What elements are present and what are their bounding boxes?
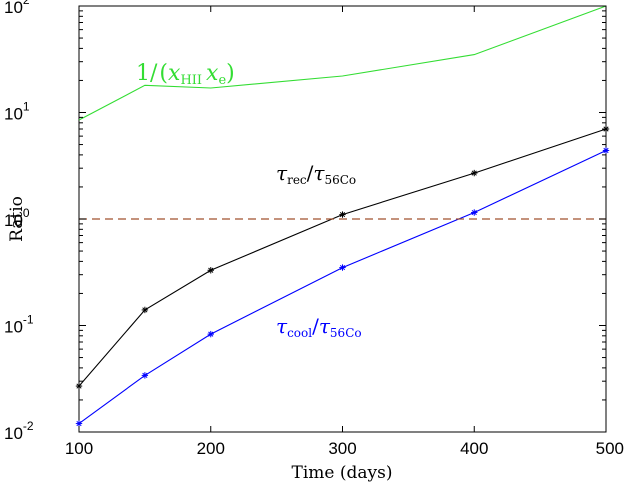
series-1-point xyxy=(339,211,346,218)
annotation-green: 1/(xHII xe) xyxy=(136,61,235,88)
series-1-point xyxy=(471,169,478,177)
ticks-layer: 100 200 300 400 500 10-2 10-1 100 101 102 xyxy=(4,0,624,458)
series-2-point xyxy=(471,209,478,216)
y-tick-label: 101 xyxy=(4,100,30,124)
series-layer xyxy=(75,5,610,427)
x-tick-label: 500 xyxy=(596,439,624,458)
series-2-point xyxy=(75,420,83,427)
series-line-0 xyxy=(78,5,607,121)
series-line-1 xyxy=(78,128,607,387)
annotation-blue: τcool/τ56Co xyxy=(276,314,362,340)
series-1-point xyxy=(141,306,149,314)
series-2-point xyxy=(207,330,214,338)
y-tick-label: 102 xyxy=(4,0,30,17)
annotation-black: τrec/τ56Co xyxy=(276,161,356,187)
x-axis-title: Time (days) xyxy=(292,463,393,483)
y-tick-label: 10-2 xyxy=(4,419,34,443)
series-1-point xyxy=(207,267,214,274)
x-tick-label: 200 xyxy=(197,439,225,458)
y-axis-title: Ratio xyxy=(7,196,27,242)
y-tick-label: 100 xyxy=(4,206,30,230)
x-tick-label: 100 xyxy=(65,439,93,458)
series-1-point xyxy=(75,382,83,390)
series-2-point xyxy=(339,264,346,271)
x-tick-label: 300 xyxy=(328,439,356,458)
series-2-point xyxy=(141,372,149,379)
series-line-2 xyxy=(78,150,607,425)
y-tick-label: 10-1 xyxy=(4,313,34,337)
x-tick-label: 400 xyxy=(460,439,488,458)
series-2-point xyxy=(602,147,610,154)
